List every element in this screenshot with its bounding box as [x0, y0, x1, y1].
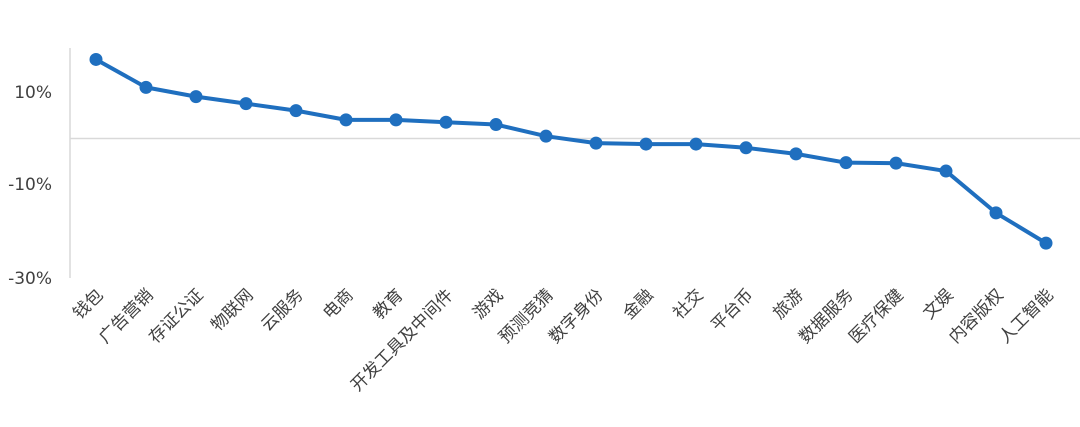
- data-point-0: [89, 52, 103, 66]
- data-point-6: [389, 113, 403, 127]
- x-category-label: 预测竞猜: [495, 285, 557, 347]
- x-category-label: 医疗保健: [845, 285, 907, 347]
- x-category-label: 存证公证: [145, 285, 207, 347]
- data-point-11: [639, 137, 653, 151]
- x-category-label: 物联网: [207, 285, 257, 335]
- data-point-13: [739, 141, 753, 155]
- x-category-label: 数字身份: [545, 285, 607, 347]
- x-category-label: 游戏: [469, 285, 507, 323]
- x-category-label: 钱包: [69, 285, 107, 323]
- x-category-label: 教育: [369, 285, 407, 323]
- x-category-label: 云服务: [257, 285, 307, 335]
- x-category-label: 电商: [319, 285, 357, 323]
- x-category-label: 金融: [619, 285, 657, 323]
- x-category-label: 数据服务: [795, 285, 857, 347]
- x-category-label: 旅游: [769, 285, 807, 323]
- data-point-8: [489, 118, 503, 132]
- data-point-1: [139, 80, 153, 94]
- data-point-10: [589, 136, 603, 150]
- y-tick-label: -10%: [8, 175, 52, 195]
- data-point-14: [789, 147, 803, 161]
- x-category-label: 文娱: [919, 285, 957, 323]
- data-point-4: [289, 104, 303, 118]
- y-tick-label: 10%: [14, 83, 52, 103]
- series-group: [89, 52, 1053, 250]
- data-point-5: [339, 113, 353, 127]
- data-point-12: [689, 137, 703, 151]
- x-category-label: 广告营销: [95, 285, 157, 347]
- series-line: [94, 57, 1048, 246]
- data-point-17: [939, 164, 953, 178]
- data-point-7: [439, 115, 453, 129]
- data-point-3: [239, 97, 253, 111]
- x-category-label: 人工智能: [995, 285, 1057, 347]
- y-tick-label: -30%: [8, 269, 52, 289]
- y-axis-tick-labels: 10% -10% -30%: [8, 83, 52, 289]
- data-point-16: [889, 156, 903, 170]
- chart-axes: [69, 48, 1080, 278]
- data-point-2: [189, 90, 203, 104]
- data-point-18: [989, 206, 1003, 220]
- data-point-15: [839, 156, 853, 170]
- data-point-19: [1039, 236, 1053, 250]
- data-point-9: [539, 129, 553, 143]
- x-category-label: 社交: [669, 285, 707, 323]
- x-category-label: 内容版权: [945, 285, 1007, 347]
- x-category-label: 平台币: [707, 285, 757, 335]
